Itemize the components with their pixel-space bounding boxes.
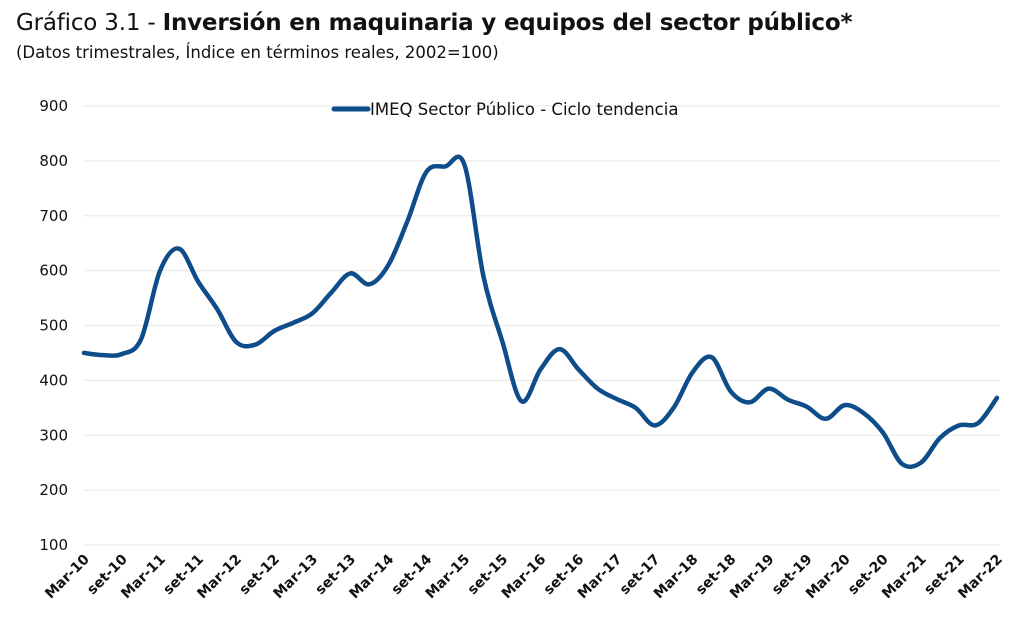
x-axis-ticks: Mar-10set-10Mar-11set-11Mar-12set-12Mar-… <box>42 551 1006 602</box>
series-line-imeq <box>81 154 1000 470</box>
series-group <box>81 154 1000 470</box>
chart-subtitle: (Datos trimestrales, Índice en términos … <box>16 43 499 62</box>
x-tick-label: Mar-10 <box>42 551 93 602</box>
y-tick-label: 300 <box>39 426 68 444</box>
y-tick-label: 700 <box>39 207 68 225</box>
legend: IMEQ Sector Público - Ciclo tendencia <box>331 100 678 119</box>
y-axis-ticks: 900 800 700 600 500 400 300 200 100 <box>39 97 68 554</box>
chart-title-main: Inversión en maquinaria y equipos del se… <box>162 10 853 36</box>
y-tick-label: 100 <box>39 536 68 554</box>
y-tick-label: 500 <box>39 317 68 335</box>
y-tick-label: 200 <box>39 481 68 499</box>
legend-label: IMEQ Sector Público - Ciclo tendencia <box>370 100 678 119</box>
gridlines <box>84 105 1000 546</box>
y-tick-label: 400 <box>39 371 68 389</box>
y-tick-label: 800 <box>39 152 68 170</box>
chart-title-prefix: Gráfico 3.1 - <box>16 10 163 36</box>
y-tick-label: 600 <box>39 262 68 280</box>
chart-title: Gráfico 3.1 - Inversión en maquinaria y … <box>16 8 852 38</box>
y-tick-label: 900 <box>39 97 68 115</box>
